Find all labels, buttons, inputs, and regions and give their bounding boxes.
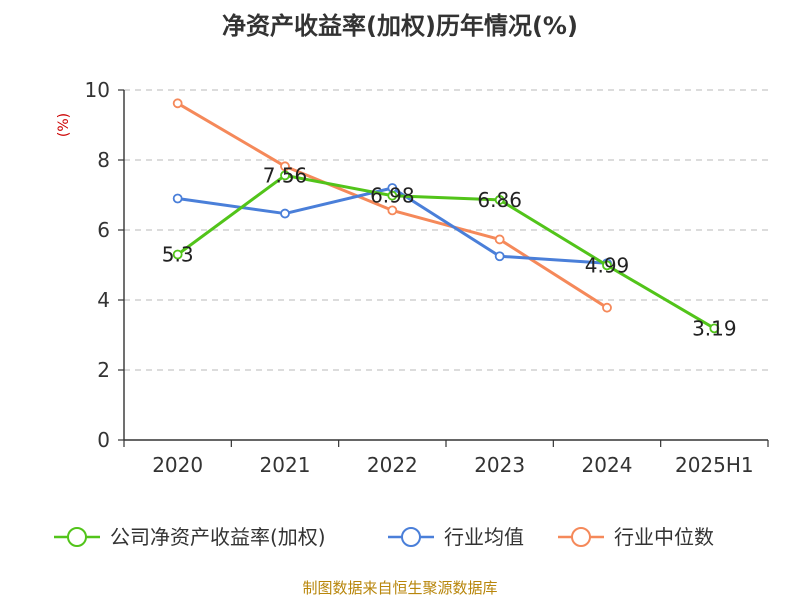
legend-swatch-marker bbox=[571, 527, 591, 547]
data-label: 5.3 bbox=[162, 243, 194, 267]
data-label: 6.98 bbox=[370, 184, 415, 208]
data-label: 4.99 bbox=[585, 253, 630, 277]
grid-lines bbox=[124, 89, 768, 371]
data-point-industry_avg bbox=[280, 208, 290, 219]
data-point-industry_median bbox=[387, 205, 398, 216]
x-tick-label: 2020 bbox=[152, 453, 203, 477]
data-point-industry_median bbox=[602, 302, 612, 313]
data-label: 6.86 bbox=[477, 188, 522, 212]
x-tick-label: 2025H1 bbox=[675, 453, 754, 477]
chart-title: 净资产收益率(加权)历年情况(%) bbox=[222, 12, 578, 40]
y-tick-label: 4 bbox=[97, 288, 110, 312]
data-point-industry_avg bbox=[494, 251, 505, 262]
legend-swatch-marker bbox=[67, 527, 87, 547]
axes: 0 2 4 6 8 10 2020 2021 2022 2023 2024 2025H1 bbox=[85, 78, 769, 477]
data-label: 3.19 bbox=[692, 316, 737, 340]
legend-label: 行业中位数 bbox=[614, 525, 714, 549]
y-tick-label: 0 bbox=[97, 428, 110, 452]
data-point-company bbox=[709, 323, 720, 334]
x-tick-label: 2024 bbox=[582, 453, 633, 477]
legend-label: 公司净资产收益率(加权) bbox=[110, 525, 326, 549]
legend-swatch-marker bbox=[401, 527, 421, 547]
data-point-company bbox=[172, 249, 183, 260]
data-point-industry_median bbox=[172, 98, 183, 109]
legend: 公司净资产收益率(加权) 行业均值 行业中位数 bbox=[54, 525, 714, 549]
y-tick-label: 6 bbox=[97, 218, 110, 242]
data-labels: 5.3 7.56 6.98 6.86 4.99 3.19 bbox=[162, 163, 737, 340]
data-point-industry_avg bbox=[172, 193, 183, 204]
data-point-industry_median bbox=[494, 234, 505, 245]
data-point-company bbox=[280, 170, 290, 181]
series-line-company bbox=[176, 173, 716, 330]
data-label: 7.56 bbox=[263, 163, 308, 187]
data-point-company bbox=[602, 260, 612, 271]
x-tick-label: 2021 bbox=[260, 453, 311, 477]
data-point-industry_median bbox=[280, 161, 290, 172]
data-point-company bbox=[494, 194, 505, 205]
source-note: 制图数据来自恒生聚源数据库 bbox=[302, 579, 497, 597]
x-tick-label: 2022 bbox=[367, 453, 418, 477]
x-tick-label: 2023 bbox=[474, 453, 525, 477]
y-axis-unit-label: (%) bbox=[56, 113, 72, 137]
data-point-company bbox=[387, 190, 398, 201]
y-tick-label: 10 bbox=[85, 78, 110, 102]
y-tick-label: 2 bbox=[97, 358, 110, 382]
legend-label: 行业均值 bbox=[444, 525, 524, 549]
y-tick-label: 8 bbox=[97, 148, 110, 172]
series-lines bbox=[172, 98, 720, 334]
